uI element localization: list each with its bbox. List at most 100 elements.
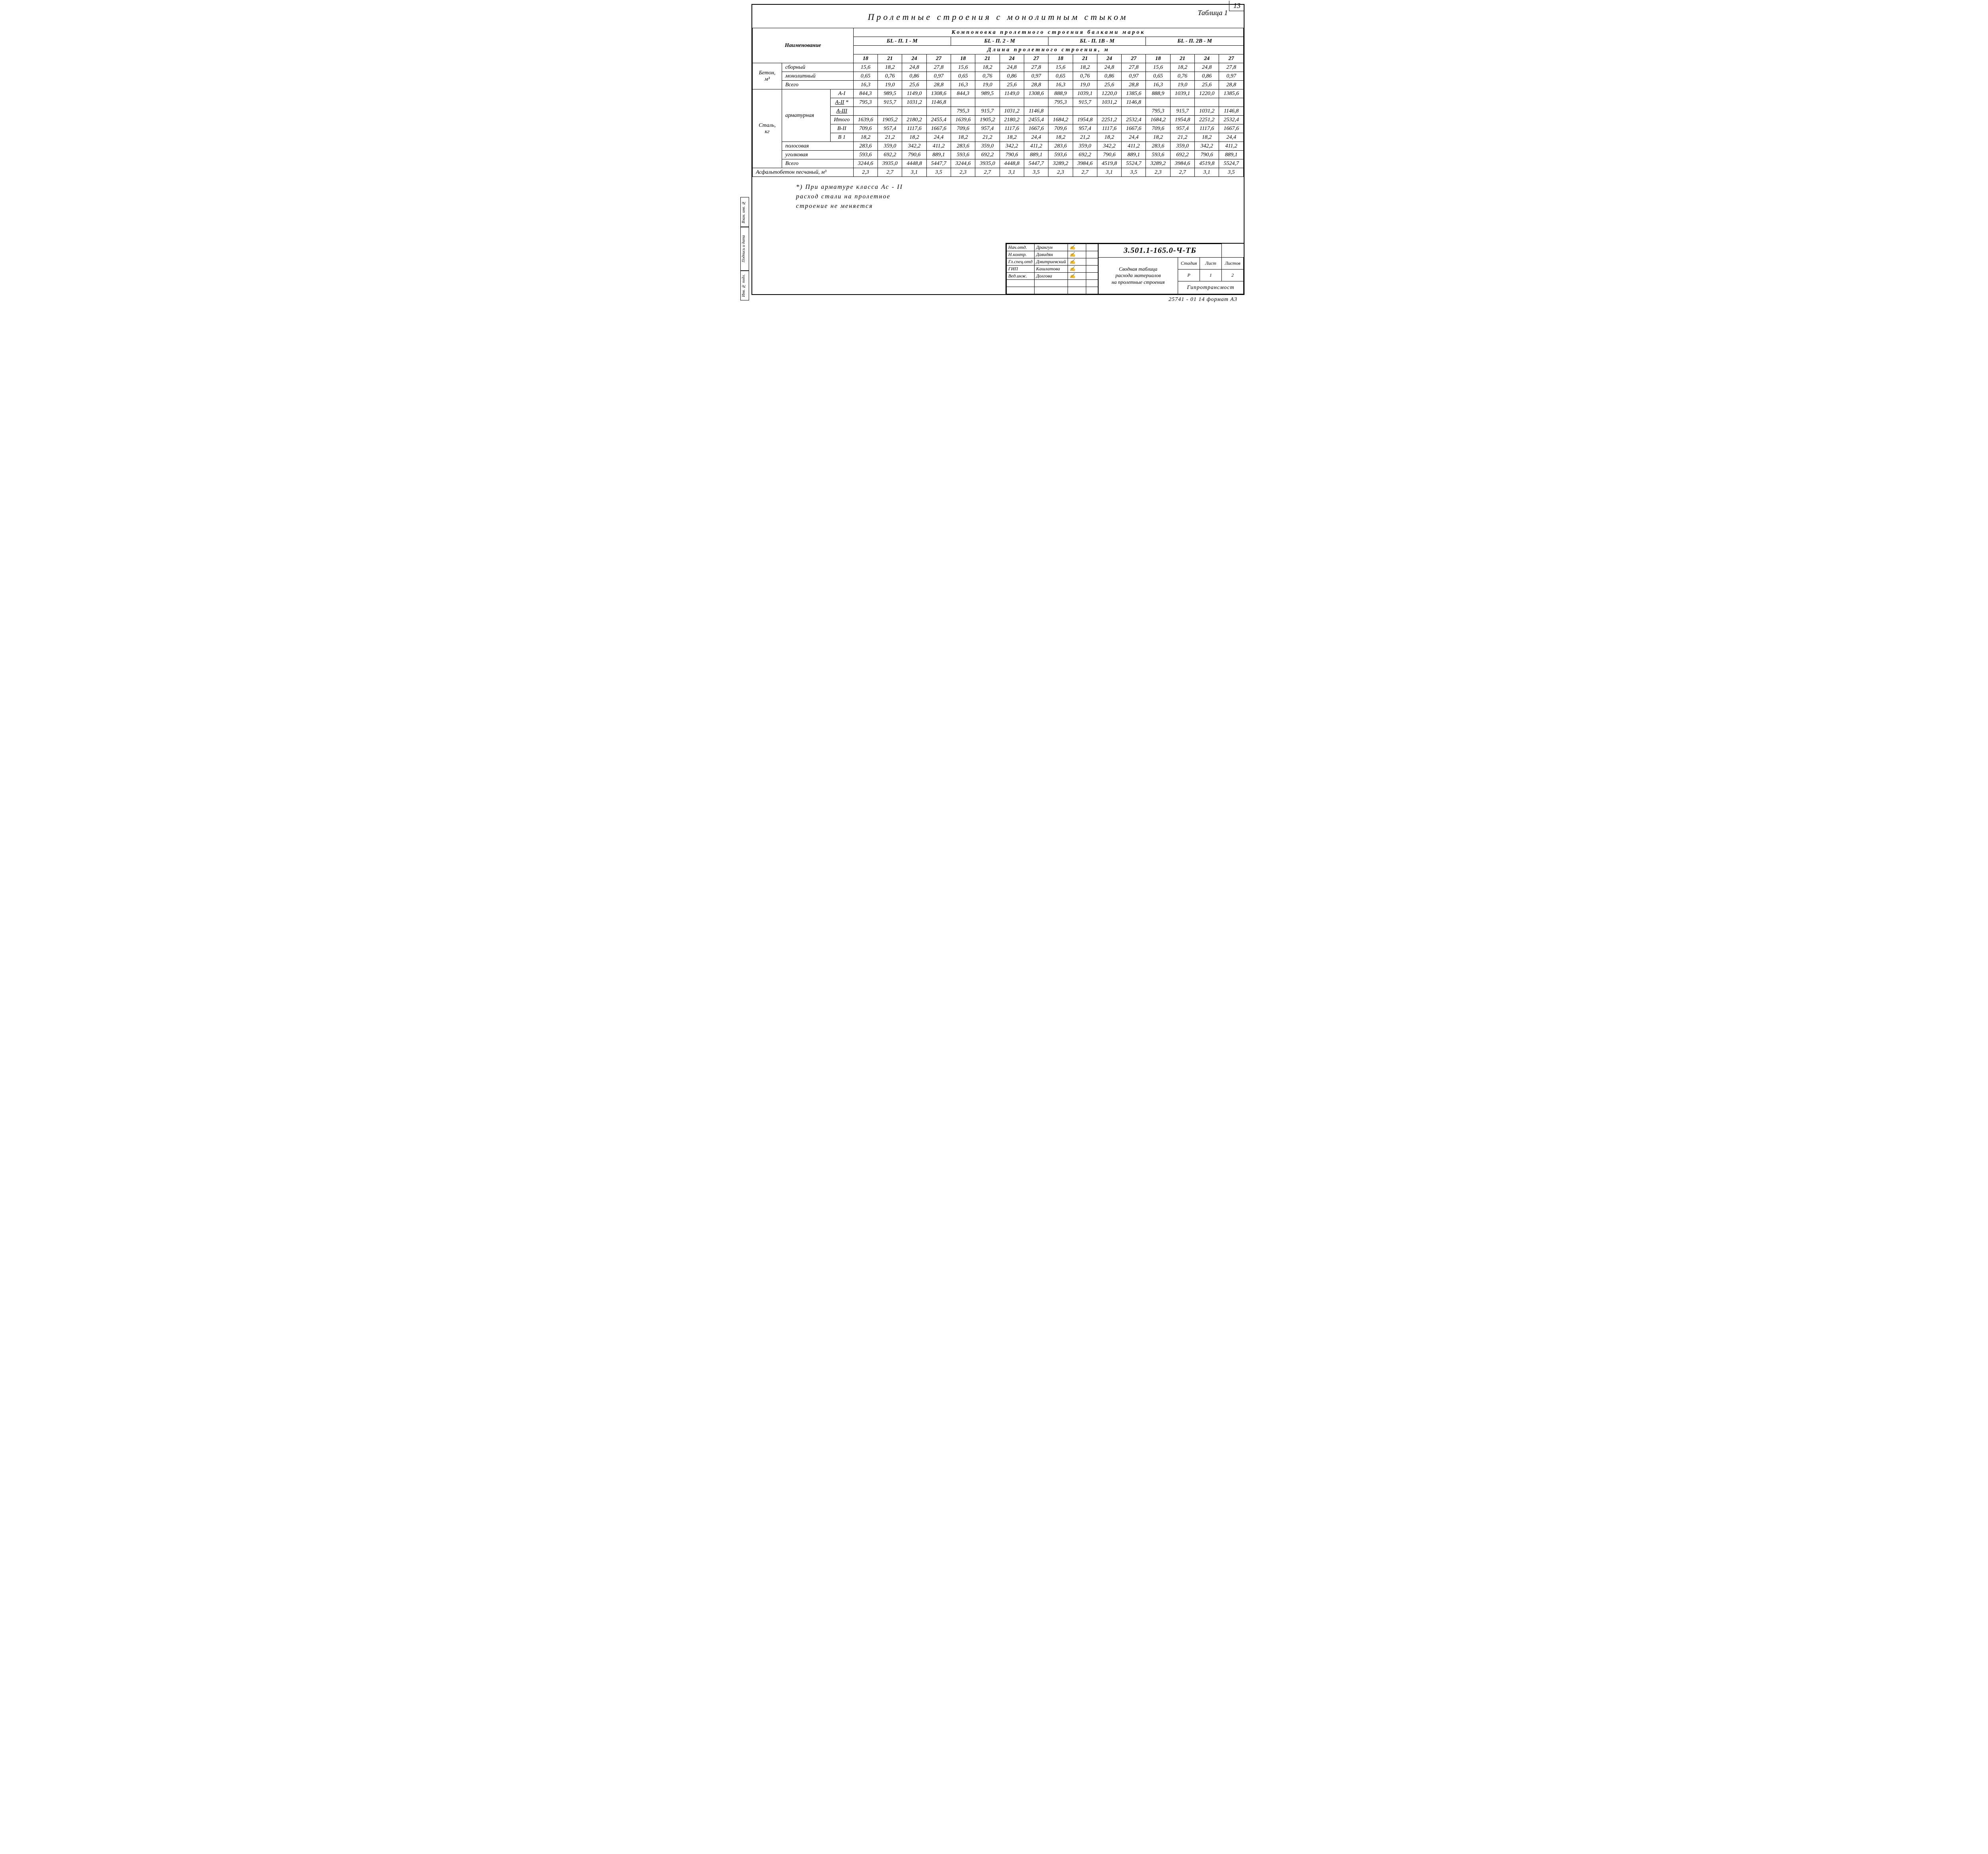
data-cell: 25,6 [1097, 81, 1121, 89]
data-cell: 0,65 [1048, 72, 1073, 81]
data-cell: 1146,8 [1122, 98, 1146, 107]
data-cell: 0,97 [1219, 72, 1244, 81]
data-cell: 790,6 [902, 151, 926, 159]
data-cell: 915,7 [878, 98, 902, 107]
table-row: Всего3244,63935,04448,85447,73244,63935,… [753, 159, 1244, 168]
data-cell: 15,6 [853, 63, 878, 72]
data-cell: 989,5 [878, 89, 902, 98]
data-cell: 5447,7 [1024, 159, 1048, 168]
data-cell: 790,6 [1195, 151, 1219, 159]
mark-label: БL - П. 1 - М [853, 37, 951, 46]
data-cell: 4448,8 [1000, 159, 1024, 168]
signature-row [1006, 280, 1098, 287]
signer-role: Гл.спец.отд [1006, 258, 1034, 266]
length-label: Длина пролетного строения, м [853, 46, 1243, 54]
mark-label: БL - П. 1В - М [1048, 37, 1146, 46]
data-cell: 25,6 [902, 81, 926, 89]
row-name: Асфальтобетон песчаный, м³ [753, 168, 854, 177]
signature-row: ГИПКашлатова✍ [1006, 266, 1098, 273]
signer-role: Нач.отд. [1006, 244, 1034, 251]
data-cell [878, 107, 902, 116]
data-cell: 1639,6 [951, 116, 975, 124]
data-cell: 844,3 [853, 89, 878, 98]
data-cell: 3,1 [902, 168, 926, 177]
data-cell: 0,76 [1073, 72, 1097, 81]
length-col: 27 [1219, 54, 1244, 63]
data-cell: 1684,2 [1048, 116, 1073, 124]
data-cell: 21,2 [878, 133, 902, 142]
data-cell: 1667,6 [1024, 124, 1048, 133]
data-cell: 0,76 [878, 72, 902, 81]
data-cell: 3,1 [1000, 168, 1024, 177]
data-cell: 1031,2 [1000, 107, 1024, 116]
data-cell: 24,8 [1195, 63, 1219, 72]
table-row: Всего16,319,025,628,816,319,025,628,816,… [753, 81, 1244, 89]
data-cell: 1667,6 [1122, 124, 1146, 133]
data-cell: 2532,4 [1219, 116, 1244, 124]
data-cell: 692,2 [878, 151, 902, 159]
data-cell: 3,5 [1024, 168, 1048, 177]
data-cell: 1954,8 [1170, 116, 1194, 124]
length-col: 18 [853, 54, 878, 63]
class-name: А-II * [830, 98, 853, 107]
data-cell: 18,2 [975, 63, 1000, 72]
footnote-line: *) При арматуре класса Ас - II [796, 182, 1236, 192]
data-cell: 25,6 [1195, 81, 1219, 89]
data-cell: 2,3 [1146, 168, 1170, 177]
data-cell: 18,2 [1170, 63, 1194, 72]
length-col: 21 [1073, 54, 1097, 63]
data-cell: 5524,7 [1122, 159, 1146, 168]
desc-line: на пролетные строения [1100, 279, 1176, 285]
data-cell: 593,6 [853, 151, 878, 159]
data-cell: 2455,4 [1024, 116, 1048, 124]
data-cell [1219, 98, 1244, 107]
data-cell: 0,86 [1000, 72, 1024, 81]
row-name: Всего [782, 159, 854, 168]
data-cell: 3,1 [1195, 168, 1219, 177]
data-cell: 27,8 [926, 63, 951, 72]
signature-cell: ✍ [1068, 244, 1086, 251]
signer-name: Дрангун [1034, 244, 1068, 251]
date-cell [1086, 258, 1098, 266]
data-cell: 18,2 [1048, 133, 1073, 142]
data-cell: 1039,1 [1170, 89, 1194, 98]
data-cell: 16,3 [853, 81, 878, 89]
data-cell: 1117,6 [1000, 124, 1024, 133]
group-concrete: Бетон,м³ [753, 63, 782, 89]
signer-name: Дмитриевский [1034, 258, 1068, 266]
data-cell: 1146,8 [1024, 107, 1048, 116]
data-cell: 342,2 [1195, 142, 1219, 151]
signature-cell: ✍ [1068, 273, 1086, 280]
group-steel: Сталь,кг [753, 89, 782, 168]
data-cell: 5524,7 [1219, 159, 1244, 168]
data-cell: 1954,8 [1073, 116, 1097, 124]
class-name: Итого [830, 116, 853, 124]
row-name: сборный [782, 63, 854, 72]
data-cell: 18,2 [1097, 133, 1121, 142]
drawing-frame: Таблица 1 Пролетные строения с монолитны… [751, 4, 1244, 295]
mark-label: БL - П. 2В - М [1146, 37, 1244, 46]
data-cell: 24,4 [1024, 133, 1048, 142]
data-cell: 889,1 [1122, 151, 1146, 159]
table-row: Асфальтобетон песчаный, м³2,32,73,13,52,… [753, 168, 1244, 177]
length-col: 24 [1195, 54, 1219, 63]
data-cell: 16,3 [1146, 81, 1170, 89]
data-cell: 1308,6 [926, 89, 951, 98]
signer-name: Давидян [1034, 251, 1068, 258]
table-row: Сталь,кгарматурнаяА-I844,3989,51149,0130… [753, 89, 1244, 98]
signer-role: ГИП [1006, 266, 1034, 273]
data-cell: 593,6 [1146, 151, 1170, 159]
signature-cell: ✍ [1068, 258, 1086, 266]
data-cell: 3,5 [926, 168, 951, 177]
data-cell: 18,2 [1195, 133, 1219, 142]
data-cell [853, 107, 878, 116]
class-name: В-II [830, 124, 853, 133]
data-cell: 1031,2 [1195, 107, 1219, 116]
col-sheets: Листов [1222, 258, 1244, 270]
data-cell: 18,2 [951, 133, 975, 142]
date-cell [1086, 251, 1098, 258]
date-cell [1086, 273, 1098, 280]
length-col: 24 [902, 54, 926, 63]
data-cell: 795,3 [951, 107, 975, 116]
data-cell: 1220,0 [1195, 89, 1219, 98]
